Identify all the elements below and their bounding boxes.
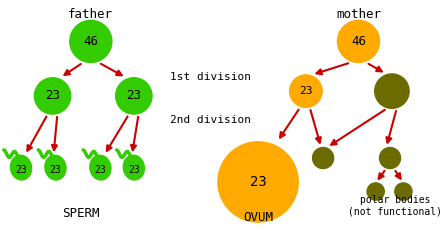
Text: 23: 23 — [45, 89, 60, 102]
Ellipse shape — [90, 155, 111, 180]
Text: 23: 23 — [128, 165, 140, 176]
Text: 23: 23 — [299, 86, 312, 96]
Text: OVUM: OVUM — [243, 211, 273, 224]
Circle shape — [70, 20, 112, 62]
Text: 23: 23 — [250, 175, 266, 189]
Text: 23: 23 — [127, 89, 141, 102]
Text: SPERM: SPERM — [63, 207, 100, 220]
Circle shape — [375, 74, 409, 108]
Circle shape — [337, 20, 380, 62]
Text: 23: 23 — [15, 165, 27, 176]
Ellipse shape — [45, 155, 66, 180]
Ellipse shape — [123, 155, 144, 180]
Circle shape — [367, 183, 384, 200]
Text: mother: mother — [336, 8, 381, 21]
Circle shape — [218, 142, 298, 222]
Circle shape — [395, 183, 412, 200]
Text: 2nd division: 2nd division — [170, 115, 251, 125]
Text: polar bodies
(not functional): polar bodies (not functional) — [348, 195, 442, 217]
Text: 46: 46 — [351, 35, 366, 48]
Text: 23: 23 — [94, 165, 106, 176]
Circle shape — [380, 148, 401, 169]
Circle shape — [116, 78, 152, 114]
Text: 46: 46 — [83, 35, 98, 48]
Text: 23: 23 — [50, 165, 61, 176]
Circle shape — [312, 148, 333, 169]
Ellipse shape — [10, 155, 32, 180]
Text: 1st division: 1st division — [170, 72, 251, 82]
Circle shape — [34, 78, 71, 114]
Text: father: father — [68, 8, 113, 21]
Circle shape — [290, 75, 322, 107]
